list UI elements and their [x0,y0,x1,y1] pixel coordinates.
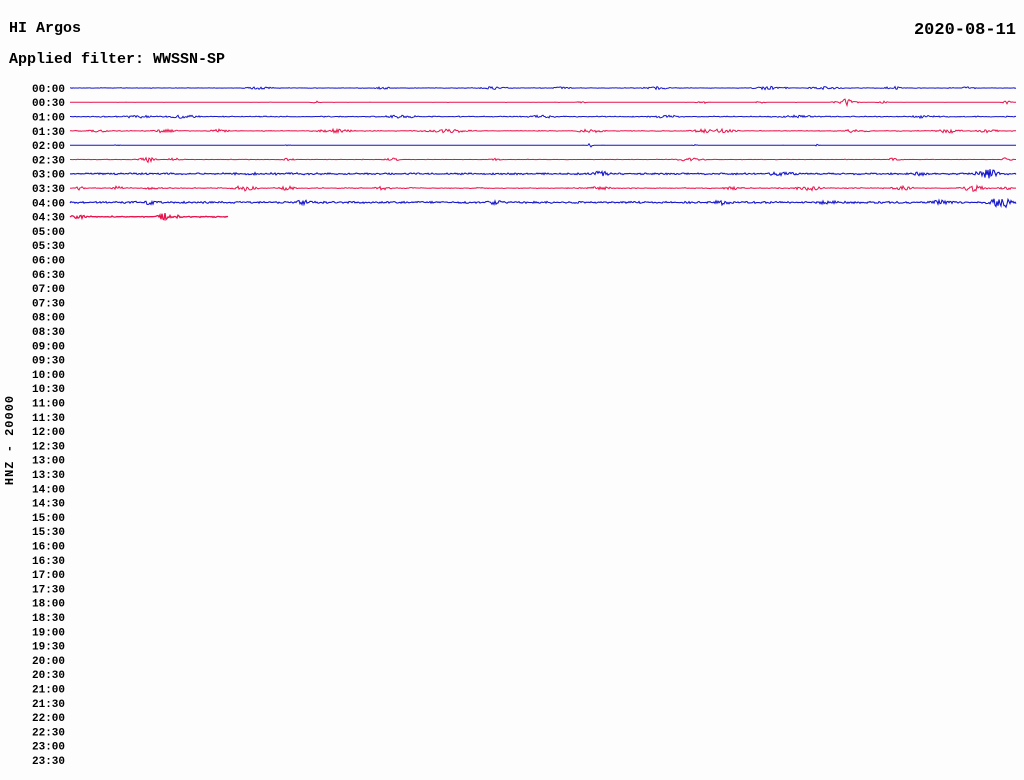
time-label-04:30: 04:30 [32,213,65,225]
time-label-10:00: 10:00 [32,370,65,382]
time-label-22:00: 22:00 [32,713,65,725]
time-label-18:00: 18:00 [32,599,65,611]
time-label-15:30: 15:30 [32,527,65,539]
trace-03:30 [69,184,1017,192]
time-label-10:30: 10:30 [32,384,65,396]
time-label-21:30: 21:30 [32,699,65,711]
time-label-18:30: 18:30 [32,613,65,625]
time-label-21:00: 21:00 [32,685,65,697]
trace-02:30 [70,156,1016,164]
time-label-14:00: 14:00 [32,484,65,496]
time-label-08:30: 08:30 [32,327,65,339]
time-label-03:30: 03:30 [32,184,65,196]
time-label-11:30: 11:30 [32,413,65,425]
time-label-15:00: 15:00 [32,513,65,525]
time-label-12:00: 12:00 [32,427,65,439]
time-label-02:00: 02:00 [32,141,65,153]
station-title: HI Argos [9,20,82,37]
applied-filter-label: Applied filter: WWSSN-SP [9,51,226,68]
time-label-13:00: 13:00 [32,456,65,468]
time-label-01:30: 01:30 [32,127,65,139]
trace-01:30 [70,127,1016,134]
time-label-16:30: 16:30 [32,556,65,568]
time-label-11:00: 11:00 [32,399,65,411]
time-label-14:30: 14:30 [32,499,65,511]
date-label: 2020-08-11 [913,21,1016,40]
time-label-06:30: 06:30 [32,270,65,282]
time-label-19:00: 19:00 [32,627,65,639]
time-label-07:30: 07:30 [32,298,65,310]
time-label-09:30: 09:30 [32,356,65,368]
time-label-00:00: 00:00 [32,84,65,96]
time-label-04:00: 04:00 [32,198,65,210]
trace-04:30 [69,212,229,222]
trace-03:00 [69,169,1017,179]
channel-axis-label: HNZ - 20000 [3,395,17,485]
time-label-22:30: 22:30 [32,727,65,739]
time-label-17:00: 17:00 [32,570,65,582]
time-label-12:30: 12:30 [32,441,65,453]
time-label-05:30: 05:30 [32,241,65,253]
trace-02:00 [70,142,1016,148]
time-label-08:00: 08:00 [32,313,65,325]
time-label-19:30: 19:30 [32,642,65,654]
trace-00:30 [70,98,1016,108]
time-label-23:00: 23:00 [32,742,65,754]
time-label-07:00: 07:00 [32,284,65,296]
time-label-01:00: 01:00 [32,113,65,125]
time-label-05:00: 05:00 [32,227,65,239]
time-label-20:00: 20:00 [32,656,65,668]
time-label-20:30: 20:30 [32,670,65,682]
time-label-03:00: 03:00 [32,170,65,182]
time-label-02:30: 02:30 [32,155,65,167]
time-label-06:00: 06:00 [32,256,65,268]
time-label-16:00: 16:00 [32,542,65,554]
trace-04:00 [69,197,1017,209]
trace-00:00 [70,85,1017,91]
time-label-09:00: 09:00 [32,341,65,353]
trace-01:00 [70,114,1017,120]
time-label-23:30: 23:30 [32,756,65,768]
time-label-17:30: 17:30 [32,584,65,596]
time-label-13:30: 13:30 [32,470,65,482]
time-label-00:30: 00:30 [32,98,65,110]
